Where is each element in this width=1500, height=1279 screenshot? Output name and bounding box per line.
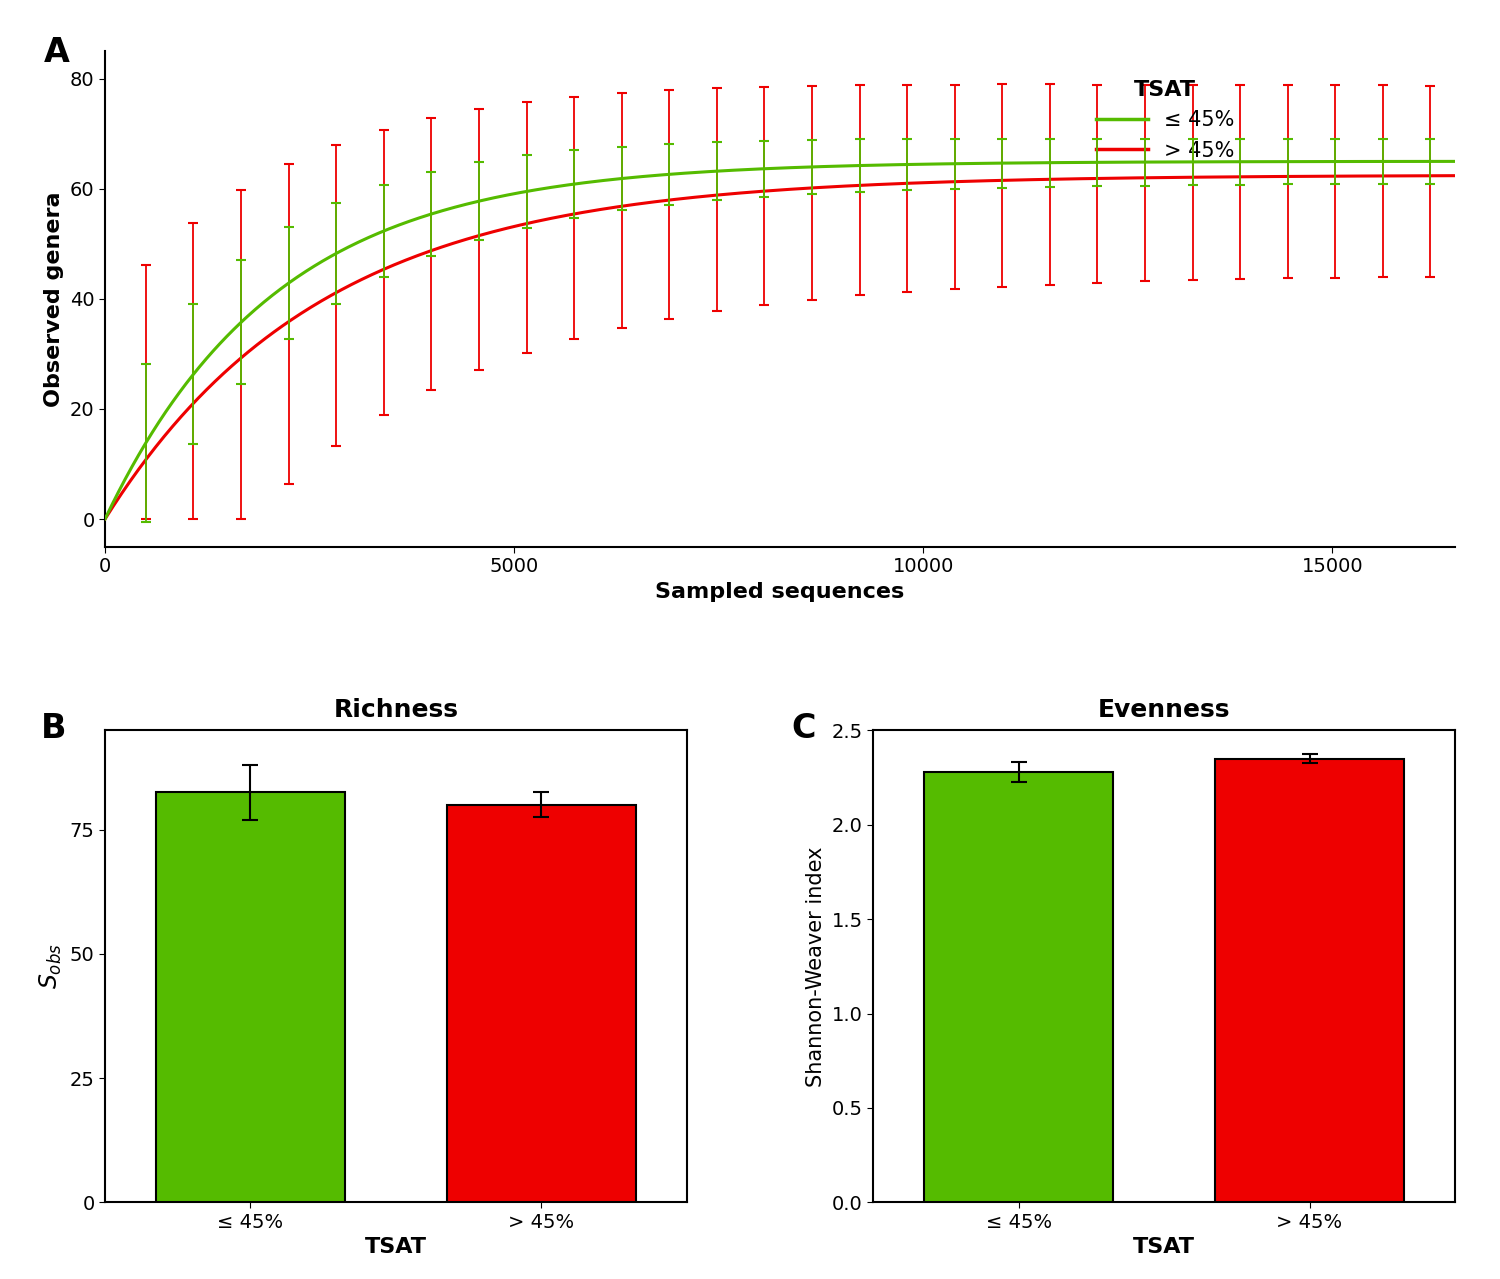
Bar bbox=[1215, 758, 1404, 1202]
Bar bbox=[156, 793, 345, 1202]
Bar bbox=[924, 773, 1113, 1202]
Title: Richness: Richness bbox=[333, 697, 459, 721]
Y-axis label: $S_{obs}$: $S_{obs}$ bbox=[38, 944, 64, 989]
Y-axis label: Shannon-Weaver index: Shannon-Weaver index bbox=[806, 847, 826, 1087]
X-axis label: TSAT: TSAT bbox=[1132, 1237, 1196, 1257]
Legend: ≤ 45%, > 45%: ≤ 45%, > 45% bbox=[1088, 72, 1244, 169]
Bar bbox=[447, 804, 636, 1202]
Text: A: A bbox=[45, 36, 70, 69]
X-axis label: TSAT: TSAT bbox=[364, 1237, 428, 1257]
Text: B: B bbox=[40, 711, 66, 744]
Text: C: C bbox=[792, 711, 816, 744]
X-axis label: Sampled sequences: Sampled sequences bbox=[656, 582, 904, 601]
Y-axis label: Observed genera: Observed genera bbox=[45, 191, 64, 407]
Title: Evenness: Evenness bbox=[1098, 697, 1230, 721]
